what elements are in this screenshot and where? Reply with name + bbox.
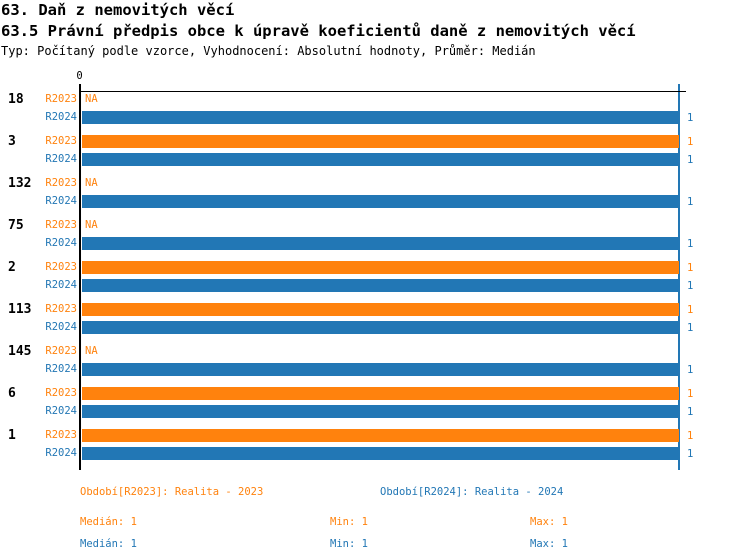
row-series-label-r2023: R2023 <box>45 135 77 147</box>
row-series-label-r2024: R2024 <box>45 153 77 165</box>
row-series-label-r2024: R2024 <box>45 321 77 333</box>
x-axis-tick-0: 0 <box>76 70 83 82</box>
stat-r2023-min: Min: 1 <box>330 516 368 528</box>
row-series-label-r2024: R2024 <box>45 111 77 123</box>
row-category-label: 2 <box>8 260 16 275</box>
legend-r2023-period: Období[R2023]: Realita - 2023 <box>80 486 264 498</box>
bar-r2024 <box>82 153 679 166</box>
row-series-label-r2023: R2023 <box>45 261 77 273</box>
bar-value-label: 1 <box>687 196 694 208</box>
stat-r2024-min: Min: 1 <box>330 538 368 550</box>
row-category-label: 18 <box>8 92 24 107</box>
bar-value-label: 1 <box>687 304 694 316</box>
row-series-label-r2024: R2024 <box>45 447 77 459</box>
row-series-label-r2024: R2024 <box>45 237 77 249</box>
bar-value-label: 1 <box>687 280 694 292</box>
bar-r2024 <box>82 405 679 418</box>
bar-value-label: 1 <box>687 448 694 460</box>
bar-value-label: 1 <box>687 262 694 274</box>
bar-r2024 <box>82 363 679 376</box>
bar-r2023 <box>82 261 679 274</box>
row-category-label: 1 <box>8 428 16 443</box>
row-series-label-r2024: R2024 <box>45 363 77 375</box>
row-series-label-r2023: R2023 <box>45 387 77 399</box>
legend-r2024-period: Období[R2024]: Realita - 2024 <box>380 486 564 498</box>
row-series-label-r2023: R2023 <box>45 429 77 441</box>
na-label: NA <box>85 219 98 231</box>
bar-value-label: 1 <box>687 238 694 250</box>
bar-r2024 <box>82 195 679 208</box>
row-category-label: 6 <box>8 386 16 401</box>
bar-r2023 <box>82 387 679 400</box>
stat-r2024-max: Max: 1 <box>530 538 568 550</box>
bar-value-label: 1 <box>687 364 694 376</box>
stat-r2023-max: Max: 1 <box>530 516 568 528</box>
report-title: 63. Daň z nemovitých věcí <box>1 1 235 19</box>
bar-value-label: 1 <box>687 430 694 442</box>
row-series-label-r2024: R2024 <box>45 195 77 207</box>
row-series-label-r2023: R2023 <box>45 345 77 357</box>
row-category-label: 145 <box>8 344 32 359</box>
row-category-label: 132 <box>8 176 32 191</box>
bar-r2024 <box>82 111 679 124</box>
bar-value-label: 1 <box>687 136 694 148</box>
bar-value-label: 1 <box>687 406 694 418</box>
bar-r2023 <box>82 135 679 148</box>
indicator-title: 63.5 Právní předpis obce k úpravě koefic… <box>1 22 636 40</box>
bar-r2024 <box>82 321 679 334</box>
stat-r2023-median: Medián: 1 <box>80 516 137 528</box>
row-category-label: 75 <box>8 218 24 233</box>
row-series-label-r2023: R2023 <box>45 303 77 315</box>
bar-value-label: 1 <box>687 388 694 400</box>
bar-r2023 <box>82 303 679 316</box>
row-series-label-r2024: R2024 <box>45 405 77 417</box>
row-series-label-r2023: R2023 <box>45 177 77 189</box>
na-label: NA <box>85 93 98 105</box>
bar-r2024 <box>82 279 679 292</box>
na-label: NA <box>85 177 98 189</box>
row-category-label: 113 <box>8 302 32 317</box>
x-axis-line <box>79 91 686 92</box>
na-label: NA <box>85 345 98 357</box>
bar-r2023 <box>82 429 679 442</box>
row-series-label-r2024: R2024 <box>45 279 77 291</box>
bar-r2024 <box>82 447 679 460</box>
bar-r2024 <box>82 237 679 250</box>
median-reference-line <box>678 84 680 470</box>
row-series-label-r2023: R2023 <box>45 219 77 231</box>
row-category-label: 3 <box>8 134 16 149</box>
bar-value-label: 1 <box>687 154 694 166</box>
bar-value-label: 1 <box>687 112 694 124</box>
chart-meta: Typ: Počítaný podle vzorce, Vyhodnocení:… <box>1 44 536 58</box>
y-axis-line <box>79 84 81 470</box>
bar-value-label: 1 <box>687 322 694 334</box>
row-series-label-r2023: R2023 <box>45 93 77 105</box>
stat-r2024-median: Medián: 1 <box>80 538 137 550</box>
